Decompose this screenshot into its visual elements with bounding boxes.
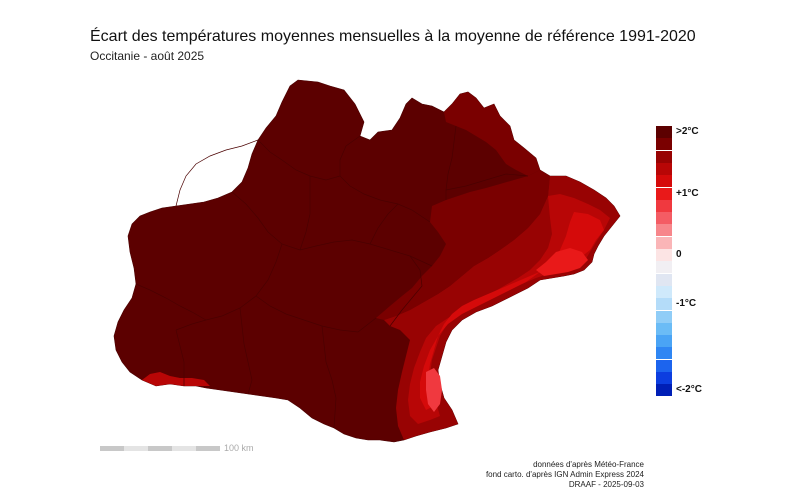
map-subtitle: Occitanie - août 2025 <box>90 49 205 63</box>
legend-swatch <box>656 150 672 163</box>
legend-swatch <box>656 249 672 261</box>
legend-swatch <box>656 212 672 225</box>
legend-swatch <box>656 224 672 237</box>
legend-swatch <box>656 187 672 200</box>
credit-author-date: DRAAF - 2025-09-03 <box>568 480 644 489</box>
credit-basemap: fond carto. d'après IGN Admin Express 20… <box>485 470 644 479</box>
legend-label: <-2°C <box>676 384 702 396</box>
legend-swatch <box>656 310 672 323</box>
legend-swatch <box>656 162 672 175</box>
legend-swatch <box>656 285 672 298</box>
legend-swatch <box>656 298 672 311</box>
legend-swatch <box>656 138 672 151</box>
legend-label: >2°C <box>676 126 699 137</box>
credit-source: données d'après Météo-France <box>533 460 644 469</box>
zone-low-coast <box>426 368 442 412</box>
legend-swatch <box>656 359 672 372</box>
legend-swatch <box>656 126 672 138</box>
scale-label: 100 km <box>224 443 254 453</box>
department-borders <box>135 125 529 429</box>
scale-segment <box>172 446 196 451</box>
legend-swatch <box>656 335 672 348</box>
credits: données d'après Météo-France fond carto.… <box>486 460 644 490</box>
scale-segment <box>148 446 172 451</box>
legend-swatch <box>656 236 672 249</box>
zone-very-high-east <box>376 170 550 320</box>
legend-label: 0 <box>676 249 682 260</box>
legend-label: +1°C <box>676 187 699 199</box>
legend-swatch <box>656 273 672 286</box>
zone-very-high-northeast <box>444 92 540 176</box>
scale-segment <box>124 446 148 451</box>
scale-segment <box>100 446 124 451</box>
zone-southwest-mid <box>142 372 210 386</box>
legend-label: -1°C <box>676 298 697 310</box>
scale-segment <box>196 446 220 451</box>
legend-swatch <box>656 322 672 335</box>
legend-swatch <box>656 384 672 397</box>
zone-mid-low-coast <box>536 248 588 276</box>
legend-swatch <box>656 347 672 360</box>
legend-swatch <box>656 175 672 188</box>
legend-swatch <box>656 199 672 212</box>
map-title: Écart des températures moyennes mensuell… <box>90 28 696 45</box>
legend-swatch <box>656 372 672 384</box>
legend-swatch <box>656 261 672 274</box>
